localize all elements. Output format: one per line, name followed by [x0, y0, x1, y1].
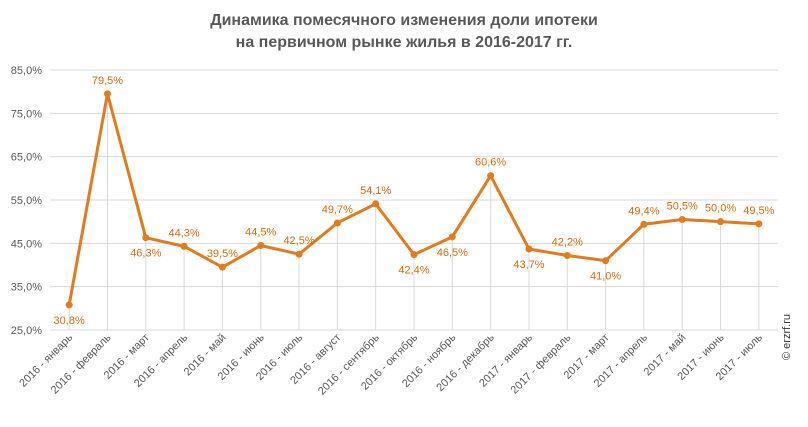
y-tick-label: 35,0%	[11, 282, 42, 294]
data-point	[65, 301, 73, 309]
data-point	[717, 218, 725, 226]
data-point	[372, 200, 380, 208]
y-tick-label: 65,0%	[11, 152, 42, 164]
data-point	[525, 245, 533, 253]
data-point	[448, 233, 456, 241]
data-label: 43,7%	[513, 259, 544, 271]
y-tick-label: 45,0%	[11, 238, 42, 250]
data-point	[755, 220, 763, 228]
data-label: 41,0%	[590, 271, 621, 283]
data-point	[602, 257, 610, 265]
data-label: 50,0%	[705, 203, 736, 215]
y-tick-label: 25,0%	[11, 325, 42, 337]
y-tick-label: 75,0%	[11, 108, 42, 120]
data-label: 49,7%	[322, 204, 353, 216]
data-label: 30,8%	[54, 315, 85, 327]
data-point	[678, 216, 686, 223]
data-label: 39,5%	[207, 248, 238, 260]
data-label: 44,5%	[245, 227, 276, 239]
data-label: 46,3%	[130, 248, 161, 260]
data-point	[180, 242, 188, 250]
data-label: 79,5%	[92, 75, 123, 87]
data-point	[563, 251, 571, 259]
data-label: 42,2%	[552, 236, 583, 248]
chart-title: Динамика помесячного изменения доли ипот…	[0, 10, 808, 54]
data-label: 49,4%	[628, 205, 659, 217]
data-label: 46,5%	[437, 247, 468, 259]
y-tick-label: 55,0%	[11, 195, 42, 207]
data-label: 49,5%	[743, 205, 774, 217]
data-label: 54,1%	[360, 185, 391, 197]
data-label: 42,4%	[398, 265, 429, 277]
data-point	[142, 234, 150, 242]
watermark: © erzrf.ru	[781, 314, 793, 360]
data-label: 50,5%	[667, 201, 698, 213]
data-label: 60,6%	[475, 157, 506, 169]
data-point	[487, 172, 495, 180]
data-point	[333, 219, 341, 227]
data-label: 42,5%	[283, 235, 314, 247]
data-label: 44,3%	[169, 227, 200, 239]
data-point	[257, 242, 265, 249]
data-point	[295, 250, 303, 258]
data-point	[640, 220, 648, 228]
data-point	[410, 251, 418, 259]
data-point	[218, 263, 226, 271]
data-point	[103, 90, 111, 98]
chart-title-line2: на первичном рынке жилья в 2016-2017 гг.	[235, 34, 573, 51]
y-tick-label: 85,0%	[11, 65, 42, 77]
chart-title-line1: Динамика помесячного изменения доли ипот…	[210, 12, 598, 29]
